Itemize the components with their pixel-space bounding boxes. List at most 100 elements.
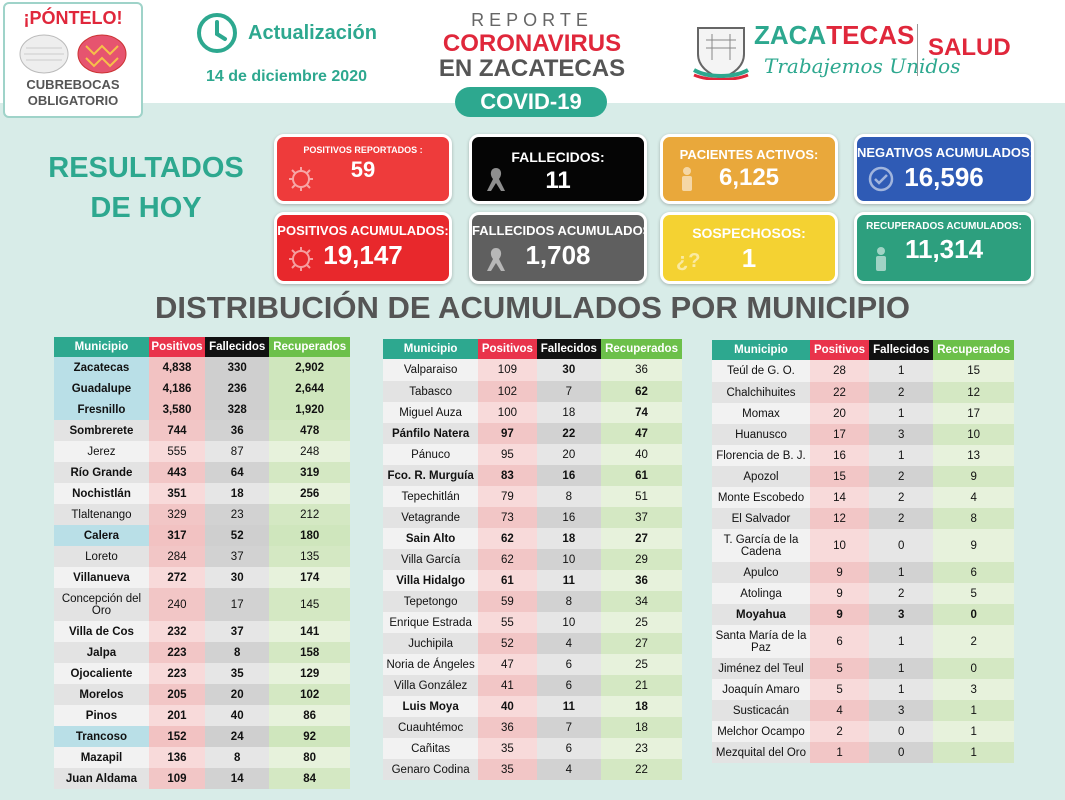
state-seal-icon xyxy=(693,27,749,80)
clock-icon xyxy=(197,13,237,53)
recuperados-cell: 9 xyxy=(933,529,1014,562)
recuperados-cell: 84 xyxy=(269,768,350,789)
municipio-cell: Huanusco xyxy=(712,424,810,445)
positivos-cell: 73 xyxy=(478,507,537,528)
municipio-cell: Juchipila xyxy=(383,633,479,654)
state-slogan: Trabajemos Unidos xyxy=(764,54,961,78)
column-header: Municipio xyxy=(383,339,479,359)
table-row: Teúl de G. O. 28 1 15 xyxy=(712,360,1014,382)
positivos-cell: 223 xyxy=(148,663,206,684)
positivos-cell: 10 xyxy=(809,529,870,562)
recuperados-cell: 80 xyxy=(269,747,350,768)
column-header: Positivos xyxy=(478,339,537,359)
positivos-cell: 4,838 xyxy=(148,357,206,378)
municipio-cell: Juan Aldama xyxy=(54,768,149,789)
recuperados-cell: 141 xyxy=(269,621,350,642)
positivos-cell: 52 xyxy=(478,633,537,654)
municipio-cell: Jiménez del Teul xyxy=(712,658,810,679)
check-icon xyxy=(868,166,894,192)
recuperados-cell: 129 xyxy=(269,663,350,684)
positivos-cell: 5 xyxy=(809,679,870,700)
positivos-cell: 95 xyxy=(478,444,537,465)
table-row: Fco. R. Murguía 83 16 61 xyxy=(383,465,682,486)
recuperados-cell: 23 xyxy=(601,738,682,759)
positivos-cell: 61 xyxy=(478,570,537,591)
recuperados-cell: 12 xyxy=(933,382,1014,403)
table-row: Juan Aldama 109 14 84 xyxy=(54,768,350,789)
positivos-cell: 240 xyxy=(148,588,206,621)
municipio-cell: Tepetongo xyxy=(383,591,479,612)
column-header: Recuperados xyxy=(601,339,682,359)
municipio-cell: Florencia de B. J. xyxy=(712,445,810,466)
positivos-cell: 28 xyxy=(809,360,870,382)
municipio-cell: Cañitas xyxy=(383,738,479,759)
fallecidos-cell: 30 xyxy=(536,359,602,381)
municipio-cell: Jerez xyxy=(54,441,149,462)
municipio-cell: Chalchihuites xyxy=(712,382,810,403)
municipio-cell: Monte Escobedo xyxy=(712,487,810,508)
table-row: Momax 20 1 17 xyxy=(712,403,1014,424)
table-row: Villa de Cos 232 37 141 xyxy=(54,621,350,642)
fallecidos-cell: 37 xyxy=(205,546,270,567)
fallecidos-cell: 330 xyxy=(205,357,270,378)
positivos-cell: 205 xyxy=(148,684,206,705)
table-row: Fresnillo 3,580 328 1,920 xyxy=(54,399,350,420)
recuperados-cell: 18 xyxy=(601,717,682,738)
fallecidos-cell: 4 xyxy=(536,759,602,780)
positivos-cell: 22 xyxy=(809,382,870,403)
positivos-cell: 1 xyxy=(809,742,870,763)
municipio-cell: Loreto xyxy=(54,546,149,567)
fallecidos-cell: 40 xyxy=(205,705,270,726)
municipio-cell: Pinos xyxy=(54,705,149,726)
recuperados-cell: 319 xyxy=(269,462,350,483)
table-row: Chalchihuites 22 2 12 xyxy=(712,382,1014,403)
recuperados-cell: 2,902 xyxy=(269,357,350,378)
covid-badge: COVID-19 xyxy=(455,87,607,117)
recuperados-cell: 34 xyxy=(601,591,682,612)
fallecidos-cell: 6 xyxy=(536,654,602,675)
fallecidos-cell: 2 xyxy=(869,487,934,508)
card-fallecidos-acumulados: FALLECIDOS ACUMULADOS: 1,708 xyxy=(469,212,647,284)
positivos-cell: 20 xyxy=(809,403,870,424)
recuperados-cell: 248 xyxy=(269,441,350,462)
municipio-cell: Apozol xyxy=(712,466,810,487)
table-row: Juchipila 52 4 27 xyxy=(383,633,682,654)
table-row: Noria de Ángeles 47 6 25 xyxy=(383,654,682,675)
fallecidos-cell: 30 xyxy=(205,567,270,588)
table-row: Luis Moya 40 11 18 xyxy=(383,696,682,717)
table-header-row: Municipio Positivos Fallecidos Recuperados xyxy=(712,340,1014,360)
virus-icon xyxy=(289,167,313,191)
recuperados-cell: 478 xyxy=(269,420,350,441)
card-label: FALLECIDOS: xyxy=(511,149,605,165)
positivos-cell: 317 xyxy=(148,525,206,546)
municipio-cell: Joaquín Amaro xyxy=(712,679,810,700)
recuperados-cell: 22 xyxy=(601,759,682,780)
positivos-cell: 97 xyxy=(478,423,537,444)
recuperados-cell: 135 xyxy=(269,546,350,567)
recuperados-cell: 10 xyxy=(933,424,1014,445)
municipality-table-2: Municipio Positivos Fallecidos Recuperados V… xyxy=(383,339,682,780)
recuperados-cell: 36 xyxy=(601,359,682,381)
recuperados-cell: 18 xyxy=(601,696,682,717)
fallecidos-cell: 11 xyxy=(536,570,602,591)
table-row: Valparaiso 109 30 36 xyxy=(383,359,682,381)
recuperados-cell: 256 xyxy=(269,483,350,504)
municipio-cell: Sombrerete xyxy=(54,420,149,441)
report-line-3: EN ZACATECAS xyxy=(438,55,626,82)
fallecidos-cell: 87 xyxy=(205,441,270,462)
table-row: Mazapil 136 8 80 xyxy=(54,747,350,768)
state-name-part-a: ZACA xyxy=(754,20,827,50)
fallecidos-cell: 3 xyxy=(869,604,934,625)
municipio-cell: Atolinga xyxy=(712,583,810,604)
recuperados-cell: 86 xyxy=(269,705,350,726)
positivos-cell: 201 xyxy=(148,705,206,726)
positivos-cell: 4 xyxy=(809,700,870,721)
municipio-cell: Tepechitlán xyxy=(383,486,479,507)
distribution-title: DISTRIBUCIÓN DE ACUMULADOS POR MUNICIPIO xyxy=(155,290,910,325)
mask-mandatory-badge: ¡PÓNTELO! CUBREBOCAS OBLIGATORIO xyxy=(3,2,143,118)
fallecidos-cell: 236 xyxy=(205,378,270,399)
card-value: 11 xyxy=(545,167,571,194)
table-row: Zacatecas 4,838 330 2,902 xyxy=(54,357,350,378)
logo-separator xyxy=(917,24,918,76)
fallecidos-cell: 16 xyxy=(536,465,602,486)
